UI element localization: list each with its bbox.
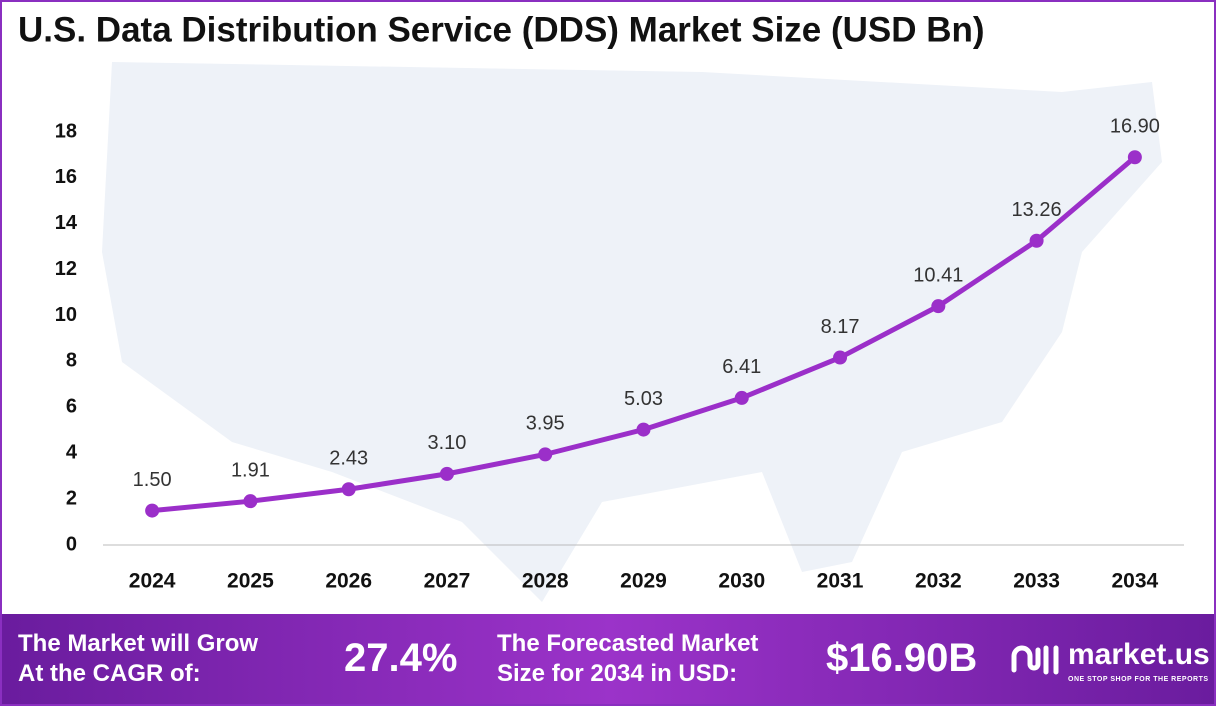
data-label: 16.90 [1110, 116, 1160, 138]
point [243, 494, 258, 509]
point [1029, 233, 1044, 248]
y-tick-label: 8 [66, 350, 77, 372]
x-tick-label: 2029 [620, 570, 667, 593]
x-tick-label: 2031 [817, 570, 864, 593]
chart: U.S. Data Distribution Service (DDS) Mar… [18, 10, 1184, 602]
cagr-value: 27.4% [344, 636, 458, 680]
point [341, 482, 356, 497]
map-background [102, 62, 1162, 602]
y-tick-label: 4 [66, 442, 78, 464]
y-tick-label: 0 [66, 533, 77, 555]
brand-logo [1011, 645, 1059, 675]
point [636, 422, 651, 437]
y-tick-label: 10 [55, 304, 77, 326]
point [439, 466, 454, 481]
y-tick-label: 2 [66, 487, 77, 509]
data-label: 13.26 [1012, 199, 1062, 221]
chart-title: U.S. Data Distribution Service (DDS) Mar… [18, 10, 985, 49]
footer: The Market will Grow At the CAGR of: 27.… [2, 614, 1214, 704]
data-label: 3.10 [427, 432, 466, 454]
x-tick-label: 2027 [424, 570, 471, 593]
data-label: 2.43 [329, 448, 368, 470]
data-label: 8.17 [821, 316, 860, 338]
y-tick-label: 18 [55, 120, 77, 142]
data-label: 6.41 [722, 356, 761, 378]
x-tick-label: 2028 [522, 570, 569, 593]
x-tick-label: 2033 [1013, 570, 1060, 593]
brand: market.us [1068, 638, 1210, 671]
y-tick-label: 12 [55, 258, 77, 280]
data-label: 10.41 [913, 264, 963, 286]
forecast-line: Size for 2034 in USD: [497, 660, 738, 687]
y-tick-label: 16 [55, 166, 77, 188]
data-label: 1.91 [231, 459, 270, 481]
cagr-line: The Market will Grow [18, 630, 259, 657]
point [734, 390, 749, 405]
point [538, 447, 553, 462]
tagline: ONE STOP SHOP FOR THE REPORTS [1068, 676, 1209, 683]
point [1127, 150, 1142, 165]
x-tick-label: 2032 [915, 570, 962, 593]
y-tick-label: 14 [55, 212, 78, 234]
x-tick-label: 2030 [718, 570, 765, 593]
point [931, 299, 946, 314]
x-tick-label: 2024 [129, 570, 176, 593]
point [145, 503, 160, 518]
data-label: 5.03 [624, 388, 663, 410]
data-label: 3.95 [526, 413, 565, 435]
cagr-line: At the CAGR of: [18, 660, 201, 687]
x-tick-label: 2034 [1112, 570, 1159, 593]
forecast-value: $16.90B [826, 636, 978, 680]
forecast-line: The Forecasted Market [497, 630, 759, 657]
x-tick-label: 2026 [325, 570, 372, 593]
point [833, 350, 848, 365]
x-tick-label: 2025 [227, 570, 274, 593]
data-label: 1.50 [133, 469, 172, 491]
y-tick-label: 6 [66, 396, 77, 418]
